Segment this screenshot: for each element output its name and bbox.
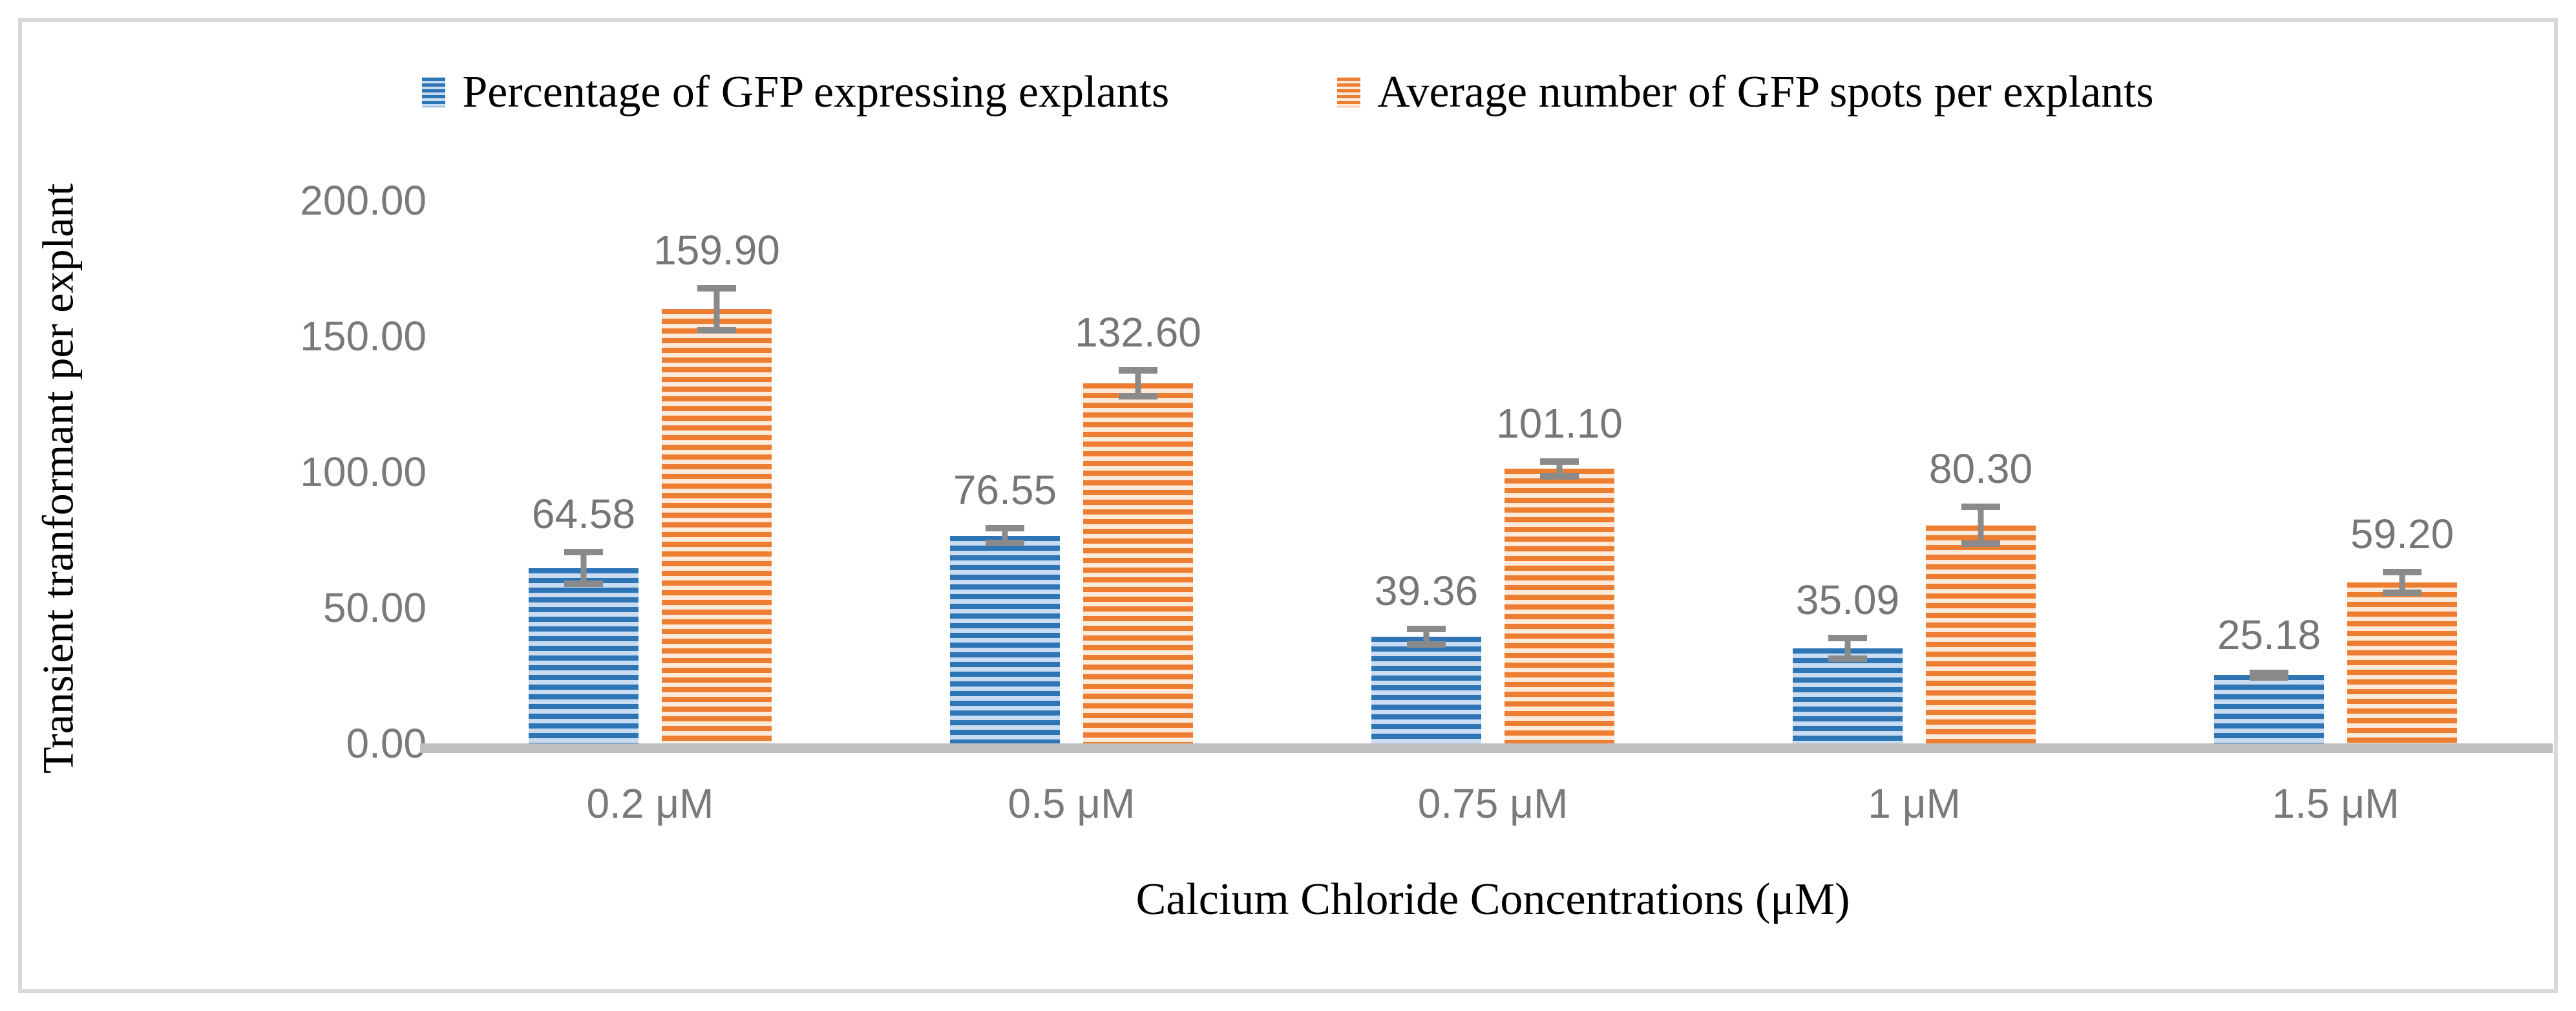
error-bar — [564, 549, 603, 588]
legend-item-avg-spots: Average number of GFP spots per explants — [1337, 67, 2154, 117]
bar-group: 39.36 101.10 — [1282, 200, 1704, 743]
error-bar-cap — [1540, 473, 1579, 480]
bar-avg-spots: 59.20 — [2347, 513, 2457, 743]
error-bar-cap — [986, 540, 1024, 547]
error-bar — [1828, 634, 1867, 662]
error-bar-cap — [2250, 669, 2288, 676]
plot-area: 64.58 159.90 76.55 132.60 39.36 101.10 35.09 80… — [439, 200, 2546, 743]
error-bar-line — [1844, 634, 1851, 662]
bar-percentage-gfp: 25.18 — [2214, 614, 2324, 743]
value-label: 159.90 — [653, 226, 780, 273]
error-bar — [697, 284, 736, 334]
chart-frame — [18, 18, 2558, 993]
error-bar-cap — [1828, 634, 1867, 641]
legend-label: Average number of GFP spots per explants — [1377, 67, 2154, 117]
bar-avg-spots: 101.10 — [1496, 403, 1623, 743]
bar-percentage-gfp: 35.09 — [1793, 579, 1903, 743]
error-bar — [2250, 669, 2288, 681]
value-label: 132.60 — [1075, 308, 1201, 356]
error-bar-cap — [564, 580, 603, 588]
error-bar-cap — [2383, 590, 2422, 597]
error-bar — [986, 524, 1024, 547]
bar-group: 35.09 80.30 — [1704, 200, 2125, 743]
error-bar-line — [713, 284, 720, 334]
x-tick-label: 0.75 μM — [1417, 780, 1568, 827]
x-tick-label: 1.5 μM — [2272, 780, 2400, 827]
legend-swatch-orange — [1337, 78, 1361, 107]
bar-group: 76.55 132.60 — [861, 200, 1282, 743]
bar-avg-spots: 159.90 — [653, 229, 780, 743]
error-bar-line — [2399, 569, 2405, 597]
error-bar-cap — [1961, 504, 2000, 511]
error-bar — [2383, 569, 2422, 597]
bar-group: 64.58 159.90 — [439, 200, 861, 743]
error-bar-cap — [986, 524, 1024, 531]
error-bar-cap — [697, 284, 736, 292]
legend: Percentage of GFP expressing explants Av… — [0, 57, 2576, 128]
error-bar-cap — [2250, 674, 2288, 681]
error-bar-line — [1135, 367, 1141, 400]
value-label: 64.58 — [531, 491, 636, 538]
bar-percentage-gfp: 76.55 — [950, 469, 1060, 743]
error-bar-line — [1002, 524, 1008, 547]
error-bar-cap — [564, 549, 603, 556]
value-label: 76.55 — [953, 466, 1057, 513]
error-bar-cap — [1961, 540, 2000, 548]
legend-item-percentage-gfp: Percentage of GFP expressing explants — [422, 70, 1169, 115]
y-axis-ticks: 200.00 150.00 100.00 50.00 0.00 — [194, 180, 427, 764]
error-bar-cap — [1407, 641, 1446, 648]
x-tick-label: 0.2 μM — [586, 780, 714, 827]
y-tick-label: 200.00 — [300, 177, 427, 224]
x-axis-ticks: 0.2 μM 0.5 μM 0.75 μM 1 μM 1.5 μM — [439, 780, 2546, 827]
bar-percentage-gfp: 39.36 — [1371, 570, 1481, 743]
error-bar-cap — [2383, 569, 2422, 576]
bar-avg-spots: 80.30 — [1926, 448, 2036, 743]
error-bar-cap — [1119, 367, 1157, 374]
y-tick-label: 100.00 — [300, 449, 427, 495]
y-axis-title: Transient tranformant per explant — [33, 183, 83, 774]
value-label: 25.18 — [2217, 611, 2321, 658]
value-label: 101.10 — [1496, 399, 1623, 447]
x-tick-label: 0.5 μM — [1008, 780, 1135, 827]
x-tick-label: 1 μM — [1868, 780, 1961, 827]
value-label: 80.30 — [1928, 445, 2033, 493]
x-axis-title: Calcium Chloride Concentrations (μM) — [1135, 875, 1850, 924]
error-bar — [1119, 367, 1157, 400]
legend-swatch-blue — [422, 78, 446, 107]
error-bar — [1540, 458, 1579, 480]
y-tick-label: 50.00 — [322, 584, 427, 631]
legend-label: Percentage of GFP expressing explants — [462, 67, 1170, 117]
y-tick-label: 0.00 — [346, 720, 427, 767]
error-bar-cap — [697, 327, 736, 334]
bar-group: 25.18 59.20 — [2125, 200, 2546, 743]
error-bar-line — [580, 549, 587, 588]
value-label: 59.20 — [2350, 511, 2455, 558]
error-bar-line — [1423, 625, 1430, 648]
error-bar — [1407, 625, 1446, 648]
value-label: 35.09 — [1795, 576, 1900, 623]
error-bar-cap — [1407, 625, 1446, 632]
error-bar-cap — [1119, 393, 1157, 400]
y-tick-label: 150.00 — [300, 313, 427, 359]
bar-percentage-gfp: 64.58 — [529, 493, 639, 743]
error-bar-line — [1556, 458, 1563, 480]
error-bar-cap — [1828, 655, 1867, 662]
error-bar-cap — [1540, 458, 1579, 465]
value-label: 39.36 — [1374, 567, 1479, 614]
error-bar — [1961, 504, 2000, 548]
error-bar-line — [1978, 504, 1984, 548]
bar-avg-spots: 132.60 — [1075, 312, 1201, 743]
x-axis-line — [420, 743, 2553, 753]
